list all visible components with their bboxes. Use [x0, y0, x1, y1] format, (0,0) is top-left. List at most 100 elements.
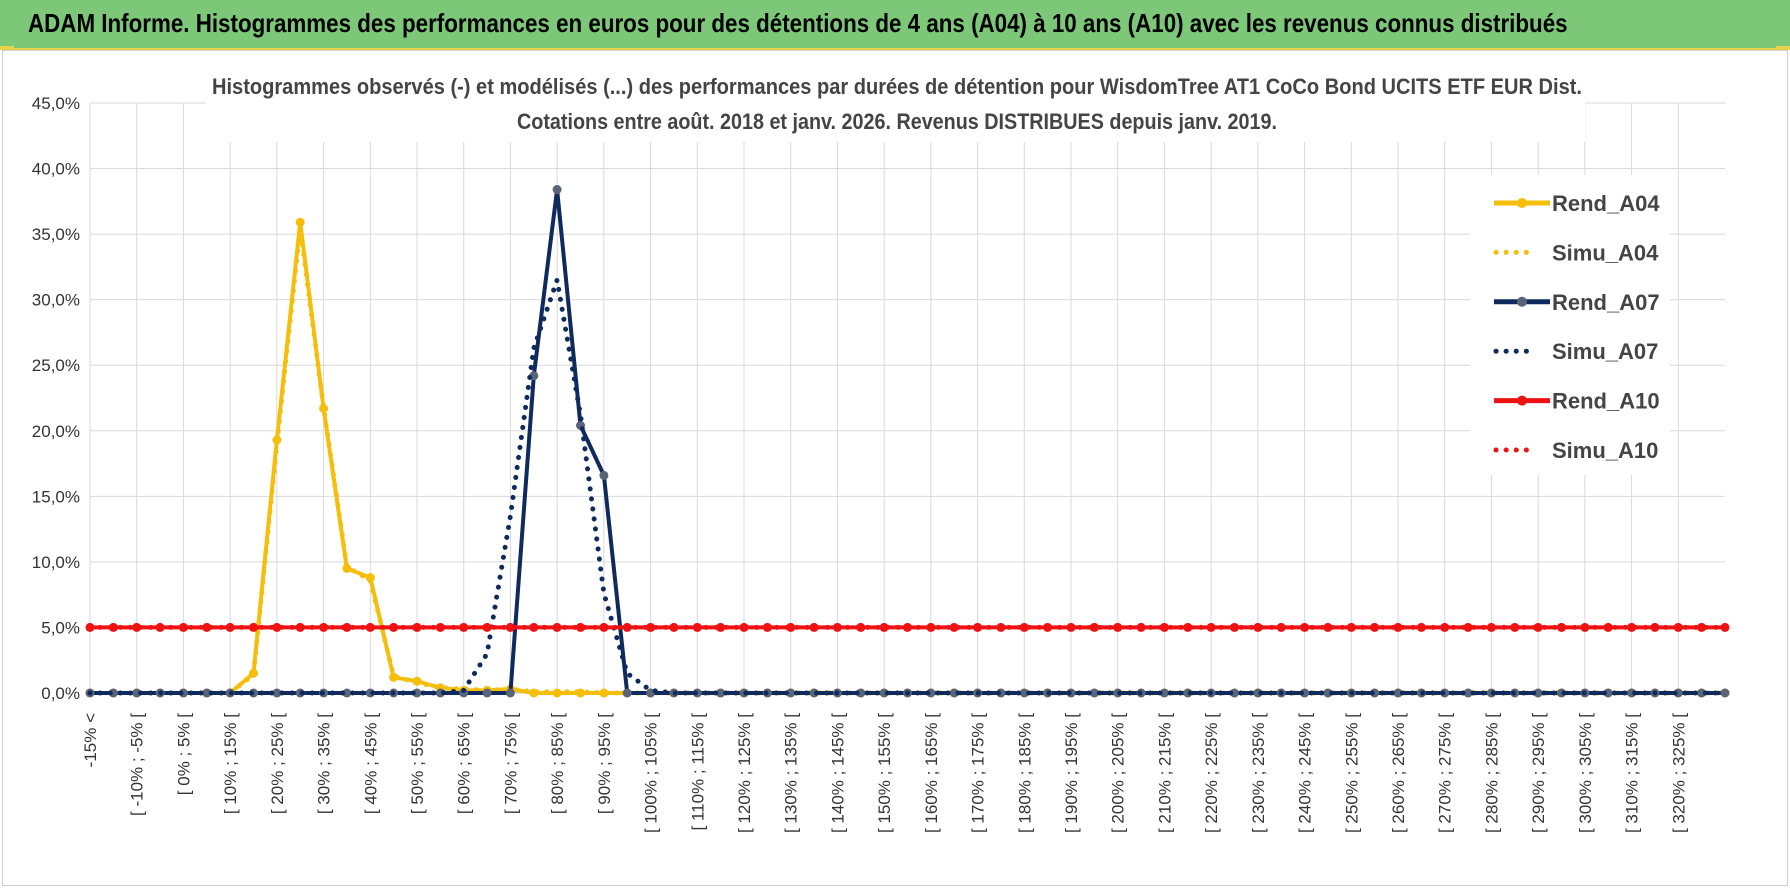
data-point-rend-a07	[1323, 688, 1333, 698]
series-line-simu-a04	[87, 227, 1728, 696]
legend-marker	[1517, 198, 1527, 208]
x-tick-label: [ 260% ; 265% [	[1389, 713, 1408, 833]
data-point-rend-a10	[132, 622, 142, 632]
data-point-rend-a10	[716, 622, 726, 632]
data-point-rend-a07	[786, 688, 796, 698]
y-tick-label: 0,0%	[41, 684, 80, 703]
y-tick-label: 35,0%	[32, 225, 80, 244]
data-point-rend-a10	[1253, 622, 1263, 632]
data-point-rend-a07	[202, 688, 212, 698]
x-tick-label: [ 70% ; 75% [	[501, 713, 520, 814]
data-point-rend-a07	[599, 470, 609, 480]
x-tick-label: [ 230% ; 235% [	[1249, 713, 1268, 833]
data-point-rend-a07	[1089, 688, 1099, 698]
x-tick-label: [ 90% ; 95% [	[595, 713, 614, 814]
report-title: ADAM Informe. Histogrammes des performan…	[28, 8, 1568, 38]
data-point-rend-a07	[342, 688, 352, 698]
data-point-rend-a10	[412, 622, 422, 632]
legend-marker	[1517, 395, 1527, 406]
data-point-rend-a10	[879, 622, 889, 632]
data-point-rend-a10	[1627, 622, 1637, 632]
data-point-rend-a07	[505, 688, 515, 698]
legend-item-rend-a10: Rend_A10	[1494, 389, 1660, 414]
data-point-rend-a10	[949, 622, 959, 632]
y-tick-label: 40,0%	[32, 160, 80, 179]
data-point-rend-a07	[412, 688, 422, 698]
legend: Rend_A04 Simu_A04 Rend_A07 Simu_A07 Rend_A10…	[1470, 175, 1670, 475]
x-tick-label: [ 250% ; 255% [	[1342, 713, 1361, 833]
series-layer	[85, 185, 1730, 698]
x-tick-label: [ 120% ; 125% [	[735, 713, 754, 833]
x-tick-label: [ 270% ; 275% [	[1436, 713, 1455, 833]
series-line-simu-a07	[87, 279, 1728, 696]
corner-mark	[1776, 46, 1790, 50]
data-point-rend-a10	[1393, 622, 1403, 632]
data-point-rend-a04	[295, 217, 305, 227]
data-point-rend-a10	[1697, 622, 1707, 632]
data-point-rend-a10	[646, 622, 656, 632]
x-tick-label: [ 140% ; 145% [	[828, 713, 847, 833]
x-tick-label: [ 200% ; 205% [	[1109, 713, 1128, 833]
data-point-rend-a07	[1720, 688, 1730, 698]
data-point-rend-a07	[1019, 688, 1029, 698]
data-point-rend-a10	[272, 622, 282, 632]
data-point-rend-a07	[1463, 688, 1473, 698]
data-point-rend-a10	[1019, 622, 1029, 632]
data-point-rend-a07	[1603, 688, 1613, 698]
legend-marker	[1517, 296, 1527, 307]
legend-label: Simu_A07	[1552, 339, 1658, 364]
x-tick-label: [ 290% ; 295% [	[1529, 713, 1548, 833]
y-tick-label: 10,0%	[32, 553, 80, 572]
data-point-rend-a10	[1323, 622, 1333, 632]
legend-label: Rend_A10	[1552, 389, 1660, 414]
x-tick-label: [ 210% ; 215% [	[1155, 713, 1174, 833]
x-tick-label: [ 280% ; 285% [	[1482, 713, 1501, 833]
data-point-rend-a07	[132, 688, 142, 698]
x-tick-label: [ 40% ; 45% [	[361, 713, 380, 814]
title-background	[205, 70, 1585, 142]
legend-item-rend-a07: Rend_A07	[1494, 290, 1660, 315]
legend-item-rend-a04: Rend_A04	[1494, 191, 1660, 216]
x-tick-label: [ 170% ; 175% [	[969, 713, 988, 833]
corner-mark	[0, 46, 14, 50]
data-point-rend-a07	[856, 688, 866, 698]
x-tick-label: [ 300% ; 305% [	[1576, 713, 1595, 833]
x-tick-label: [ 190% ; 195% [	[1062, 713, 1081, 833]
x-tick-label: -15% <	[81, 713, 100, 767]
x-tick-label: [ 310% ; 315% [	[1623, 713, 1642, 833]
data-point-rend-a10	[576, 622, 585, 632]
legend-label: Rend_A07	[1552, 290, 1660, 315]
y-tick-label: 45,0%	[32, 94, 80, 113]
legend-label: Simu_A10	[1552, 438, 1658, 463]
y-tick-label: 15,0%	[32, 487, 80, 506]
data-point-rend-a07	[272, 688, 282, 698]
report-header: ADAM Informe. Histogrammes des performan…	[0, 0, 1790, 50]
legend-item-simu-a10: Simu_A10	[1493, 438, 1658, 463]
data-point-rend-a10	[202, 622, 212, 632]
data-point-rend-a10	[786, 622, 796, 632]
chart-title-line-2: Cotations entre août. 2018 et janv. 2026…	[517, 109, 1277, 134]
x-tick-label: [ 220% ; 225% [	[1202, 713, 1221, 833]
x-tick-label: [ 240% ; 245% [	[1296, 713, 1315, 833]
chart-frame	[2, 50, 1788, 886]
x-tick-label: [ 10% ; 15% [	[221, 713, 240, 814]
legend-background	[1470, 175, 1670, 475]
data-point-rend-a10	[1720, 622, 1730, 632]
data-point-rend-a07	[482, 688, 492, 698]
data-point-rend-a07	[622, 688, 632, 698]
y-tick-label: 20,0%	[32, 422, 80, 441]
x-tick-label: [ -10% ; -5% [	[128, 713, 147, 816]
x-tick-label: [ 130% ; 135% [	[782, 713, 801, 833]
data-point-rend-a10	[1463, 622, 1473, 632]
data-point-rend-a07	[1533, 688, 1543, 698]
data-point-rend-a10	[1159, 622, 1169, 632]
x-tick-label: [ 80% ; 85% [	[548, 713, 567, 814]
x-tick-label: [ 320% ; 325% [	[1669, 713, 1688, 833]
legend-item-simu-a07: Simu_A07	[1493, 339, 1658, 364]
data-point-rend-a07	[1230, 688, 1239, 698]
x-tick-label: [ 110% ; 115% [	[688, 713, 707, 831]
x-tick-label: [ 30% ; 35% [	[315, 713, 334, 814]
x-tick-label: [ 160% ; 165% [	[922, 713, 941, 833]
x-tick-label: [ 180% ; 185% [	[1015, 713, 1034, 833]
legend-label: Simu_A04	[1552, 240, 1659, 265]
